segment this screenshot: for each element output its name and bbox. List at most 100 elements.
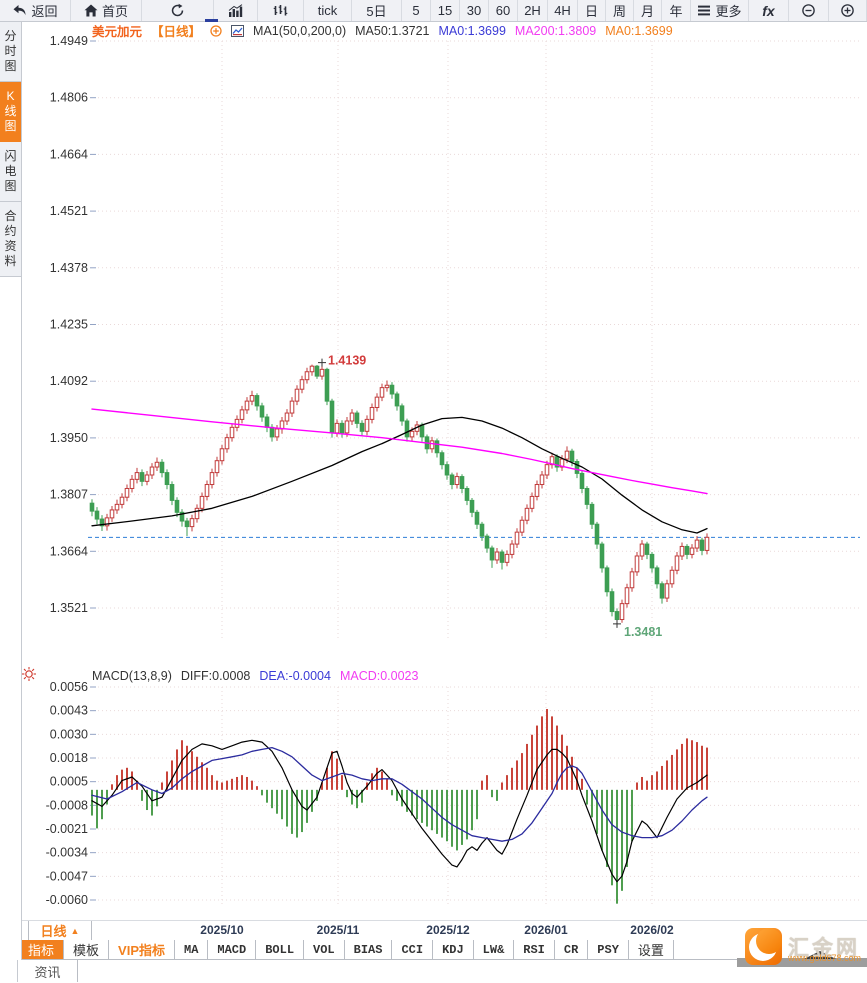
svg-text:1.3521: 1.3521 xyxy=(50,601,88,615)
collapse-handle-icon[interactable] xyxy=(804,951,836,959)
indicator-tab-设置[interactable]: 设置 xyxy=(629,940,674,959)
toolbar-button-period-2h[interactable]: 2H xyxy=(518,0,548,21)
toolbar-button-more[interactable]: 更多 xyxy=(691,0,749,21)
toolbar-button-period-week[interactable]: 周 xyxy=(606,0,634,21)
indicator-tab-psy[interactable]: PSY xyxy=(588,940,629,959)
svg-text:-0.0008: -0.0008 xyxy=(46,798,88,812)
toolbar-label-period-30: 30 xyxy=(466,3,482,18)
svg-text:1.4378: 1.4378 xyxy=(50,261,88,275)
tick-chart-icon xyxy=(273,4,288,17)
svg-text:0.0018: 0.0018 xyxy=(50,751,88,765)
period-selector[interactable]: 日线 ▲ xyxy=(28,921,92,940)
toolbar-button-tick[interactable]: tick xyxy=(304,0,352,21)
indicator-tab-vol[interactable]: VOL xyxy=(304,940,345,959)
toolbar-label-home: 首页 xyxy=(101,4,128,19)
menu-icon xyxy=(697,5,711,16)
toolbar-button-period-month[interactable]: 月 xyxy=(634,0,662,21)
svg-text:-0.0060: -0.0060 xyxy=(46,893,88,907)
period-label: 日线 xyxy=(40,924,67,939)
svg-text:-0.0034: -0.0034 xyxy=(46,846,88,860)
x-axis-label: 2026/01 xyxy=(524,923,568,937)
indicator-tab-rsi[interactable]: RSI xyxy=(514,940,555,959)
indicator-tab-macd[interactable]: MACD xyxy=(208,940,257,959)
toolbar-label-period-2h: 2H xyxy=(524,3,541,18)
svg-text:1.4092: 1.4092 xyxy=(50,374,88,388)
refresh-icon xyxy=(170,3,185,18)
svg-text:1.3950: 1.3950 xyxy=(50,431,88,445)
indicator-tab-ma[interactable]: MA xyxy=(175,940,209,959)
toolbar-button-zoom-in[interactable] xyxy=(829,0,867,21)
indicator-tab-cci[interactable]: CCI xyxy=(392,940,434,959)
toolbar-label-period-60: 60 xyxy=(495,3,511,18)
x-axis-label: 2026/02 xyxy=(630,923,674,937)
chart-canvas: 1.4949 1.4806 1.4664 1.4521 1.4378 1.4235 1.40… xyxy=(46,34,860,907)
toolbar-button-chart-tick[interactable] xyxy=(258,0,304,21)
toolbar-active-indicator xyxy=(205,19,218,22)
toolbar-button-period-year[interactable]: 年 xyxy=(662,0,691,21)
legend-segment-6: MA0:1.3699 xyxy=(438,23,506,38)
toolbar-button-period-day[interactable]: 日 xyxy=(578,0,606,21)
toolbar-button-period-30[interactable]: 30 xyxy=(460,0,489,21)
legend-segment-7: MA200:1.3809 xyxy=(514,23,597,38)
svg-text:-0.0021: -0.0021 xyxy=(46,822,88,836)
toolbar-button-chart-bar[interactable] xyxy=(214,0,258,21)
legend-segment-1: 【日线】 xyxy=(151,25,202,39)
brand-name: 汇金网 xyxy=(788,937,860,960)
huijin-logo-icon xyxy=(745,928,782,965)
indicator-tab-kdj[interactable]: KDJ xyxy=(433,940,474,959)
toolbar-button-fx[interactable]: fx xyxy=(749,0,789,21)
indicator-tab-cr[interactable]: CR xyxy=(555,940,589,959)
toolbar-button-back[interactable]: 返回 xyxy=(0,0,71,21)
back-arrow-icon xyxy=(12,4,27,17)
sidebar-tab-time-chart[interactable]: 分时图 xyxy=(0,22,21,82)
news-bar: 资讯 xyxy=(0,960,867,983)
toolbar-button-period-15[interactable]: 15 xyxy=(431,0,460,21)
macd-legend-segment-3: MACD:0.0023 xyxy=(339,668,419,683)
macd-legend-segment-1: DIFF:0.0008 xyxy=(180,668,251,683)
macd-settings-icon[interactable] xyxy=(21,666,37,682)
legend-segment-8: MA0:1.3699 xyxy=(605,23,673,38)
toolbar-button-home[interactable]: 首页 xyxy=(71,0,142,21)
mini-chart-icon xyxy=(231,24,245,37)
svg-text:1.3664: 1.3664 xyxy=(50,544,88,558)
indicator-tab-模板[interactable]: 模板 xyxy=(64,940,110,959)
toolbar-button-zoom-out[interactable] xyxy=(789,0,829,21)
zoom-out-icon xyxy=(801,3,816,18)
svg-text:1.3481: 1.3481 xyxy=(624,625,662,639)
zoom-in-icon xyxy=(840,3,855,18)
toolbar-label-period-4h: 4H xyxy=(554,3,571,18)
legend-segment-0: 美元加元 xyxy=(92,25,143,39)
indicator-tab-lw&[interactable]: LW& xyxy=(474,940,515,959)
toolbar-button-period-60[interactable]: 60 xyxy=(489,0,518,21)
svg-text:1.4139: 1.4139 xyxy=(328,354,366,368)
tab-news[interactable]: 资讯 xyxy=(17,960,78,982)
circle-plus-icon[interactable] xyxy=(210,24,222,37)
svg-text:1.4521: 1.4521 xyxy=(50,204,88,218)
toolbar-button-period-4h[interactable]: 4H xyxy=(548,0,578,21)
indicator-tab-vip指标[interactable]: VIP指标 xyxy=(109,940,175,959)
toolbar-label-period-5: 5 xyxy=(412,3,420,18)
x-axis-label: 2025/11 xyxy=(316,923,360,937)
indicator-tab-boll[interactable]: BOLL xyxy=(256,940,305,959)
x-axis-label: 2025/12 xyxy=(426,923,470,937)
svg-text:1.3807: 1.3807 xyxy=(50,488,88,502)
toolbar-button-period-5[interactable]: 5 xyxy=(402,0,431,21)
main-chart-legend: 美元加元 【日线】 MA1(50,0,200,0) MA50:1.3721 MA0:1.… xyxy=(92,23,673,40)
indicator-tab-bias[interactable]: BIAS xyxy=(345,940,393,959)
brand-watermark: 汇金网 www.gold678.com xyxy=(737,926,867,978)
toolbar-label-range-5d: 5日 xyxy=(366,4,387,19)
x-axis-label: 2025/10 xyxy=(200,923,244,937)
top-toolbar: 返回 首页 tick 5日 5 15 30 60 2H 4H 日周月年 更多 fx xyxy=(0,0,867,22)
sidebar-tab-flash-chart[interactable]: 闪电图 xyxy=(0,142,21,202)
toolbar-button-refresh[interactable] xyxy=(142,0,214,21)
collapse-bar[interactable] xyxy=(737,958,867,967)
toolbar-label-period-day: 日 xyxy=(584,4,598,19)
macd-legend: MACD(13,8,9) DIFF:0.0008 DEA:-0.0004 MACD:0… xyxy=(92,668,418,683)
indicator-tab-指标[interactable]: 指标 xyxy=(18,940,65,959)
toolbar-button-range-5d[interactable]: 5日 xyxy=(352,0,402,21)
sidebar-tab-contract-info[interactable]: 合约资料 xyxy=(0,202,21,277)
svg-text:0.0043: 0.0043 xyxy=(50,704,88,718)
